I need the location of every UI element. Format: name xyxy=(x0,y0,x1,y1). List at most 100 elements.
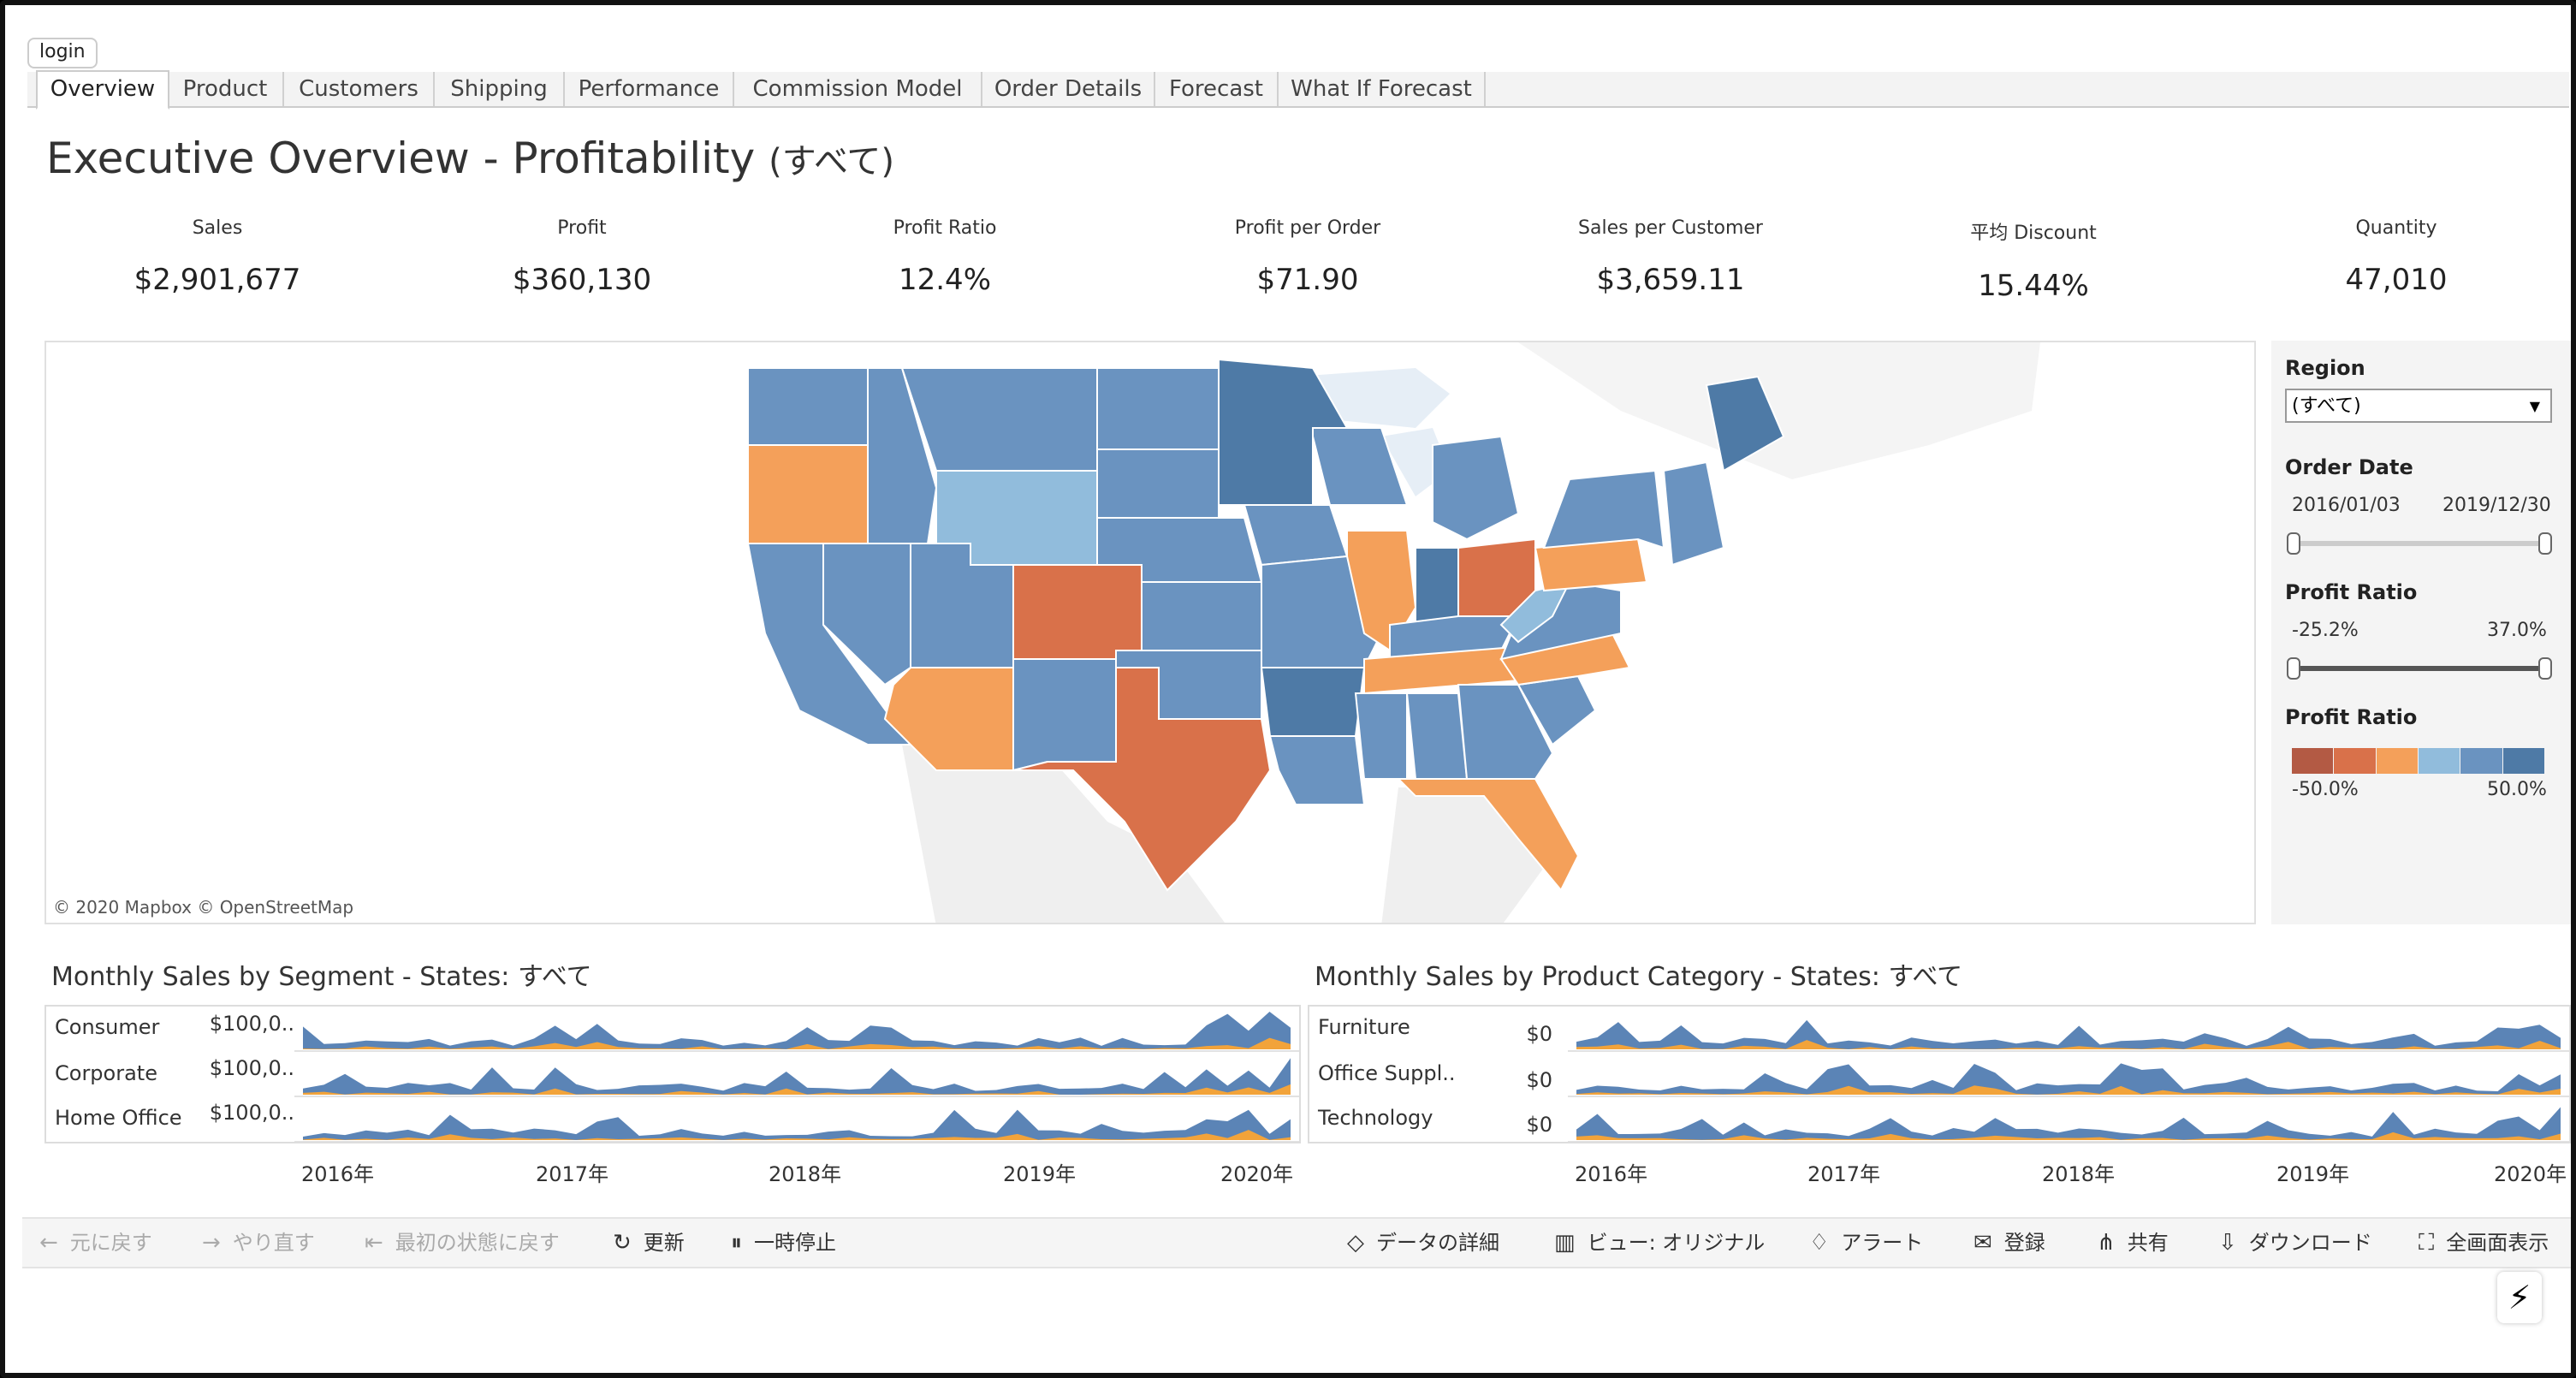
subscribe-button[interactable]: ✉ 登録 xyxy=(1974,1219,2045,1267)
chart-bar-icon: ▥ xyxy=(1554,1230,1576,1256)
data-details-label: データの詳細 xyxy=(1376,1231,1499,1255)
kpi-profit: Profit $360,130 xyxy=(454,217,710,297)
login-button[interactable]: login xyxy=(27,38,98,68)
state-or[interactable] xyxy=(747,444,869,544)
state-nm[interactable] xyxy=(1012,658,1117,772)
download-label: ダウンロード xyxy=(2248,1231,2372,1255)
us-state-map xyxy=(46,342,2254,923)
share-button[interactable]: ⋔ 共有 xyxy=(2097,1219,2169,1267)
state-wi[interactable] xyxy=(1312,427,1409,506)
mail-icon: ✉ xyxy=(1974,1230,1992,1256)
title-filter-suffix: (すべて) xyxy=(769,142,894,181)
profit-ratio-max: 37.0% xyxy=(2487,620,2547,641)
view-label: ビュー: オリジナル xyxy=(1587,1231,1766,1255)
title-text: Executive Overview - Profitability xyxy=(46,134,756,183)
kpi-profit-per-order: Profit per Order $71.90 xyxy=(1179,217,1436,297)
tab-bar: Overview Product Customers Shipping Perf… xyxy=(27,70,2569,110)
refresh-icon: ↻ xyxy=(613,1230,632,1256)
undo-button[interactable]: ← 元に戻す xyxy=(39,1219,152,1267)
profit-area xyxy=(303,1130,1291,1140)
state-id[interactable] xyxy=(867,367,938,544)
row-axis-label: $0 xyxy=(1526,1113,1552,1137)
sales-area xyxy=(303,1012,1291,1049)
category-year-tick: 2020年 xyxy=(2494,1162,2567,1186)
undo-arrow-icon: ← xyxy=(39,1230,58,1256)
order-date-start: 2016/01/03 xyxy=(2292,495,2401,516)
kpi-label: Sales xyxy=(192,217,243,239)
state-ia[interactable] xyxy=(1243,504,1349,567)
redo-arrow-icon: → xyxy=(202,1230,221,1256)
share-label: 共有 xyxy=(2127,1231,2169,1255)
bottom-toolbar: ← 元に戻す → やり直す ⇤ 最初の状態に戻す ↻ 更新 ⏸ 一時停止 ◇ データの詳細 … xyxy=(22,1217,2571,1268)
order-date-slider-max-handle[interactable] xyxy=(2538,532,2552,555)
order-date-slider-track[interactable] xyxy=(2292,541,2545,546)
state-ms[interactable] xyxy=(1354,692,1408,780)
kpi-value: $71.90 xyxy=(1256,263,1359,297)
state-new-england[interactable] xyxy=(1662,460,1725,567)
profit-ratio-slider-track[interactable] xyxy=(2292,666,2545,671)
state-fl[interactable] xyxy=(1396,778,1580,892)
state-wv[interactable] xyxy=(1499,580,1571,644)
category-sparklines[interactable] xyxy=(1568,1007,2569,1142)
state-mt[interactable] xyxy=(900,367,1098,472)
legend-min: -50.0% xyxy=(2292,779,2359,800)
tab-commission-model[interactable]: Commission Model xyxy=(734,72,982,106)
profit-ratio-min: -25.2% xyxy=(2292,620,2359,641)
row-label: Corporate xyxy=(55,1061,157,1085)
filter-panel: Region (すべて) ▼ Order Date 2016/01/03 201… xyxy=(2271,341,2571,924)
pause-button[interactable]: ⏸ 一時停止 xyxy=(731,1219,836,1267)
refresh-button[interactable]: ↻ 更新 xyxy=(613,1219,685,1267)
profitability-map[interactable]: © 2020 Mapbox © OpenStreetMap xyxy=(45,341,2256,924)
tab-overview[interactable]: Overview xyxy=(36,70,169,110)
sales-area xyxy=(303,1058,1291,1095)
tab-forecast[interactable]: Forecast xyxy=(1155,72,1279,106)
state-ny[interactable] xyxy=(1542,469,1665,549)
fullscreen-label: 全画面表示 xyxy=(2446,1231,2549,1255)
state-la[interactable] xyxy=(1268,735,1366,805)
data-details-button[interactable]: ◇ データの詳細 xyxy=(1347,1219,1499,1267)
profit-area xyxy=(1576,1085,2561,1095)
redo-button[interactable]: → やり直す xyxy=(202,1219,315,1267)
lightning-bolt-icon[interactable]: ⚡ xyxy=(2497,1272,2542,1323)
alert-button[interactable]: ♢ アラート xyxy=(1809,1219,1923,1267)
sales-area xyxy=(1576,1063,2561,1095)
state-ks[interactable] xyxy=(1141,581,1262,651)
tab-customers[interactable]: Customers xyxy=(284,72,435,106)
kpi-label: Sales per Customer xyxy=(1578,217,1763,239)
category-sparkline-panel: Furniture Office Suppl.. Technology $0 $… xyxy=(1308,1005,2571,1143)
download-button[interactable]: ⇩ ダウンロード xyxy=(2218,1219,2372,1267)
state-ar[interactable] xyxy=(1260,667,1366,737)
chevron-down-icon: ▼ xyxy=(2529,398,2540,414)
order-date-label: Order Date xyxy=(2285,455,2413,479)
share-icon: ⋔ xyxy=(2097,1230,2116,1256)
state-wa[interactable] xyxy=(747,367,869,446)
state-mi[interactable] xyxy=(1432,435,1520,541)
revert-icon: ⇤ xyxy=(365,1230,383,1256)
kpi-value: $2,901,677 xyxy=(134,263,301,297)
state-sd[interactable] xyxy=(1096,448,1220,519)
state-me[interactable] xyxy=(1705,375,1785,472)
tab-order-details[interactable]: Order Details xyxy=(982,72,1155,106)
state-mo[interactable] xyxy=(1261,555,1383,668)
segment-sparklines[interactable] xyxy=(294,1007,1299,1142)
order-date-slider-min-handle[interactable] xyxy=(2287,532,2300,555)
state-nd[interactable] xyxy=(1096,367,1220,450)
tab-product[interactable]: Product xyxy=(168,72,284,106)
tab-what-if-forecast[interactable]: What If Forecast xyxy=(1279,72,1486,106)
kpi-value: $360,130 xyxy=(512,263,652,297)
fullscreen-button[interactable]: ⛶ 全画面表示 xyxy=(2419,1219,2549,1267)
map-attribution[interactable]: © 2020 Mapbox © OpenStreetMap xyxy=(53,897,354,918)
tab-performance[interactable]: Performance xyxy=(565,72,734,106)
view-button[interactable]: ▥ ビュー: オリジナル xyxy=(1554,1219,1765,1267)
revert-button[interactable]: ⇤ 最初の状態に戻す xyxy=(365,1219,560,1267)
profit-ratio-slider-max-handle[interactable] xyxy=(2538,657,2552,680)
state-tx[interactable] xyxy=(1012,667,1272,892)
state-ga[interactable] xyxy=(1457,684,1554,780)
state-al[interactable] xyxy=(1405,692,1469,780)
region-dropdown[interactable]: (すべて) ▼ xyxy=(2285,389,2552,423)
state-co[interactable] xyxy=(1012,564,1143,660)
kpi-label: Profit Ratio xyxy=(893,217,997,239)
kpi-label: Profit per Order xyxy=(1234,217,1381,239)
tab-shipping[interactable]: Shipping xyxy=(435,72,565,106)
profit-ratio-slider-min-handle[interactable] xyxy=(2287,657,2300,680)
